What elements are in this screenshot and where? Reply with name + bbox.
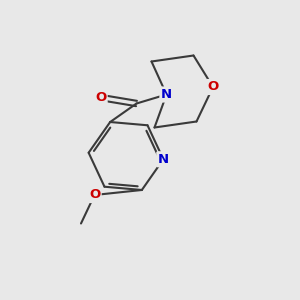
Text: N: N [161, 88, 172, 101]
Text: O: O [89, 188, 100, 202]
Text: O: O [207, 80, 219, 94]
Text: O: O [95, 91, 106, 104]
Text: N: N [158, 153, 169, 166]
